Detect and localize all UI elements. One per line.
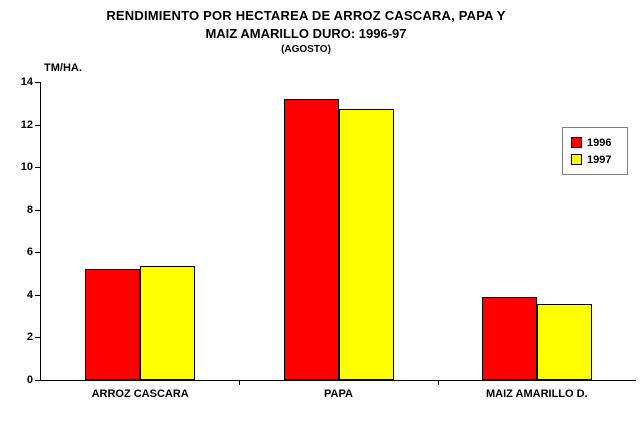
y-tick-mark xyxy=(35,294,40,296)
y-tick-label-12: 12 xyxy=(20,118,33,131)
y-tick-mark xyxy=(35,209,40,211)
bar-1996-papa xyxy=(284,99,339,380)
legend-item-1997: 1997 xyxy=(571,151,621,168)
y-tick-label-8: 8 xyxy=(26,203,33,216)
chart-title-line2: MAIZ AMARILLO DURO: 1996-97 xyxy=(205,26,407,41)
y-tick-mark xyxy=(35,124,40,126)
bar-1997-maiz-amarillo-d- xyxy=(537,304,592,380)
x-category-label: PAPA xyxy=(324,388,353,400)
y-tick-mark xyxy=(35,167,40,169)
plot-area: 0 2 4 6 8 10 12 14 ARROZ CASCARA PAPA MAIZ AMARILL… xyxy=(21,76,636,400)
legend-swatch-1997 xyxy=(571,154,582,165)
x-tick-mark xyxy=(438,381,439,385)
y-tick-mark xyxy=(35,252,40,254)
y-tick-label-4: 4 xyxy=(26,288,33,301)
legend: 1996 1997 xyxy=(562,127,628,175)
chart-subtitle: (AGOSTO) xyxy=(281,44,331,55)
x-category-label: MAIZ AMARILLO D. xyxy=(486,388,588,400)
y-tick-mark xyxy=(35,380,40,381)
y-tick-label-10: 10 xyxy=(20,161,33,174)
legend-label-1997: 1997 xyxy=(587,153,612,166)
y-tick-mark xyxy=(35,82,40,83)
legend-item-1996: 1996 xyxy=(571,134,621,151)
y-tick-label-0: 0 xyxy=(26,374,33,386)
y-tick-label-6: 6 xyxy=(26,246,33,259)
bar-1996-maiz-amarillo-d- xyxy=(482,297,537,380)
x-category-label: ARROZ CASCARA xyxy=(91,388,189,400)
chart-title-line1: RENDIMIENTO POR HECTAREA DE ARROZ CASCAR… xyxy=(106,8,506,23)
y-tick-label-2: 2 xyxy=(26,331,33,344)
x-tick-mark xyxy=(239,381,240,385)
bar-1997-arroz-cascara xyxy=(140,266,195,380)
bar-1996-arroz-cascara xyxy=(85,269,140,380)
legend-swatch-1996 xyxy=(571,137,582,148)
legend-label-1996: 1996 xyxy=(587,136,612,149)
y-axis-unit-label: TM/HA. xyxy=(44,62,82,74)
y-tick-label-14: 14 xyxy=(20,76,33,88)
y-tick-mark xyxy=(35,337,40,339)
bar-1997-papa xyxy=(339,109,394,380)
